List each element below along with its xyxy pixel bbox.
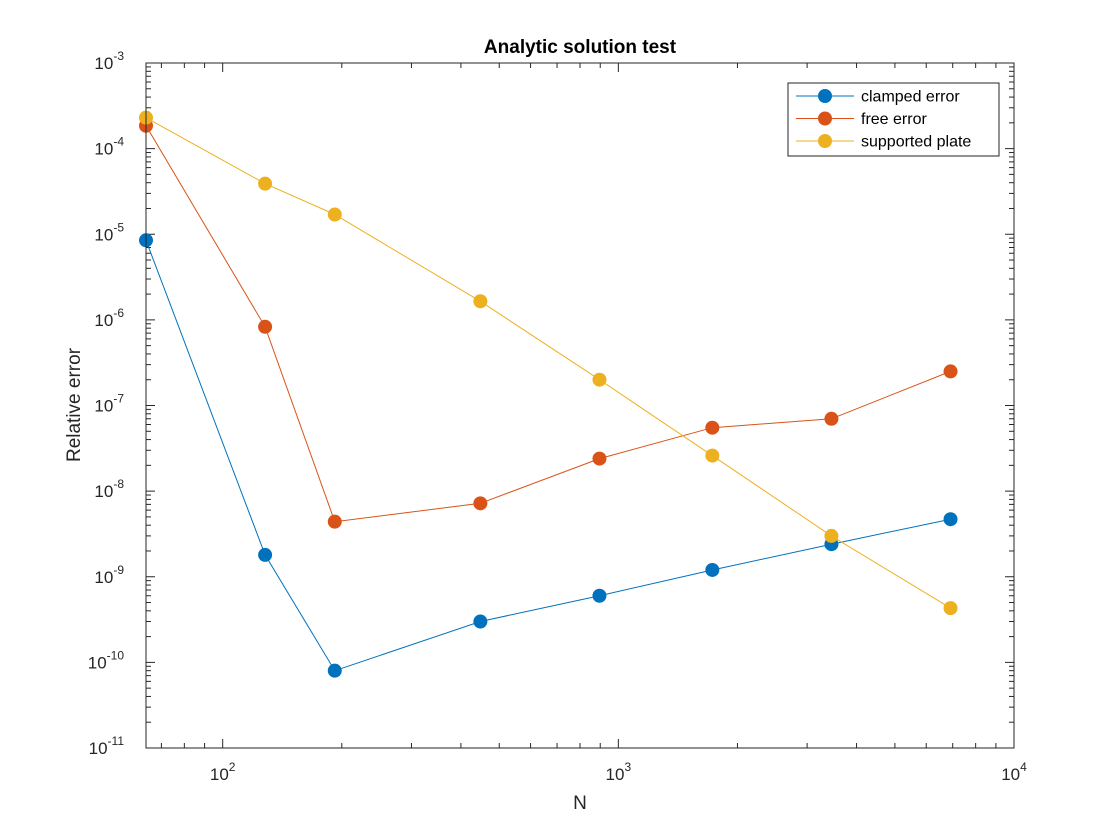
data-point-free-error bbox=[592, 451, 607, 466]
y-tick-label-exponent: -9 bbox=[113, 563, 124, 577]
y-tick-label-exponent: -6 bbox=[113, 306, 124, 320]
legend-entry: clamped error bbox=[796, 89, 960, 106]
data-point-free-error bbox=[258, 319, 273, 334]
y-tick-label-base: 10 bbox=[88, 653, 107, 672]
y-tick-label-exponent: -4 bbox=[113, 135, 124, 149]
y-tick-label-base: 10 bbox=[94, 482, 113, 501]
x-axis-label: N bbox=[573, 793, 587, 814]
data-point-supported-plate bbox=[592, 372, 607, 387]
y-tick-label-base: 10 bbox=[94, 225, 113, 244]
y-tick-label-exponent: -8 bbox=[113, 477, 124, 491]
chart-title: Analytic solution test bbox=[484, 37, 677, 58]
series-layer bbox=[139, 110, 958, 678]
legend-entry: free error bbox=[796, 111, 927, 128]
series-line-supported-plate bbox=[145, 117, 951, 609]
x-tick-label: 103 bbox=[606, 760, 632, 784]
y-tick-label: 10-8 bbox=[94, 477, 124, 501]
x-tick-label-exponent: 3 bbox=[624, 760, 631, 774]
y-tick-label-exponent: -5 bbox=[113, 220, 124, 234]
y-tick-label-exponent: -11 bbox=[108, 734, 125, 748]
legend: clamped error free error supported plate bbox=[787, 82, 1000, 157]
y-tick-label-base: 10 bbox=[94, 311, 113, 330]
legend-marker bbox=[818, 111, 832, 126]
legend-label: clamped error bbox=[861, 89, 960, 106]
x-tick-label-base: 10 bbox=[1001, 765, 1020, 784]
data-point-clamped-error bbox=[943, 512, 958, 527]
y-tick-label: 10-3 bbox=[94, 49, 124, 73]
y-tick-label-base: 10 bbox=[94, 568, 113, 587]
y-tick-label-exponent: -7 bbox=[113, 392, 124, 406]
series-supported-plate bbox=[139, 110, 958, 616]
y-tick-label-base: 10 bbox=[89, 739, 108, 758]
series-clamped-error bbox=[139, 233, 958, 678]
axes-box bbox=[145, 62, 1015, 749]
data-point-clamped-error bbox=[258, 547, 273, 562]
data-point-supported-plate bbox=[705, 448, 720, 463]
y-tick-label: 10-7 bbox=[94, 392, 124, 416]
y-tick-label: 10-6 bbox=[94, 306, 124, 330]
data-point-supported-plate bbox=[943, 601, 958, 616]
data-point-clamped-error bbox=[705, 562, 720, 577]
y-tick-label: 10-10 bbox=[88, 648, 125, 672]
data-point-free-error bbox=[943, 364, 958, 379]
y-tick-label: 10-5 bbox=[94, 220, 124, 244]
data-point-free-error bbox=[705, 420, 720, 435]
y-tick-label: 10-9 bbox=[94, 563, 124, 587]
series-line-free-error bbox=[145, 125, 951, 523]
legend-entries: clamped error free error supported plate bbox=[796, 89, 971, 151]
legend-entry: supported plate bbox=[796, 134, 971, 151]
y-axis-label: Relative error bbox=[64, 347, 85, 462]
data-point-free-error bbox=[327, 514, 342, 529]
y-tick-label-base: 10 bbox=[94, 54, 113, 73]
x-tick-label-exponent: 4 bbox=[1020, 760, 1027, 774]
legend-label: free error bbox=[861, 111, 927, 128]
y-tick-label: 10-11 bbox=[89, 734, 125, 758]
legend-marker bbox=[818, 134, 832, 148]
y-tick-label: 10-4 bbox=[94, 135, 124, 159]
data-point-supported-plate bbox=[824, 528, 839, 543]
series-line-clamped-error bbox=[145, 240, 951, 672]
series-free-error bbox=[139, 118, 958, 529]
tick-labels-layer: 10-1110-1010-910-810-710-610-510-410-310… bbox=[88, 49, 1027, 784]
data-point-clamped-error bbox=[327, 663, 342, 678]
data-point-free-error bbox=[473, 496, 488, 511]
x-tick-label-base: 10 bbox=[606, 765, 625, 784]
data-point-supported-plate bbox=[473, 294, 488, 309]
data-point-supported-plate bbox=[258, 176, 273, 191]
x-tick-label-base: 10 bbox=[210, 765, 229, 784]
ticks-layer bbox=[146, 62, 1015, 749]
legend-marker bbox=[818, 89, 832, 103]
legend-label: supported plate bbox=[861, 134, 971, 151]
x-tick-label-exponent: 2 bbox=[229, 760, 236, 774]
y-tick-label-exponent: -10 bbox=[107, 648, 125, 662]
data-point-supported-plate bbox=[327, 207, 342, 222]
y-tick-label-exponent: -3 bbox=[113, 49, 124, 63]
x-tick-label: 104 bbox=[1001, 760, 1027, 784]
data-point-clamped-error bbox=[592, 588, 607, 603]
data-point-clamped-error bbox=[473, 614, 488, 629]
y-tick-label-base: 10 bbox=[94, 397, 113, 416]
data-point-free-error bbox=[824, 411, 839, 426]
y-tick-label-base: 10 bbox=[94, 140, 113, 159]
x-tick-label: 102 bbox=[210, 760, 236, 784]
plot-area bbox=[146, 63, 1014, 748]
